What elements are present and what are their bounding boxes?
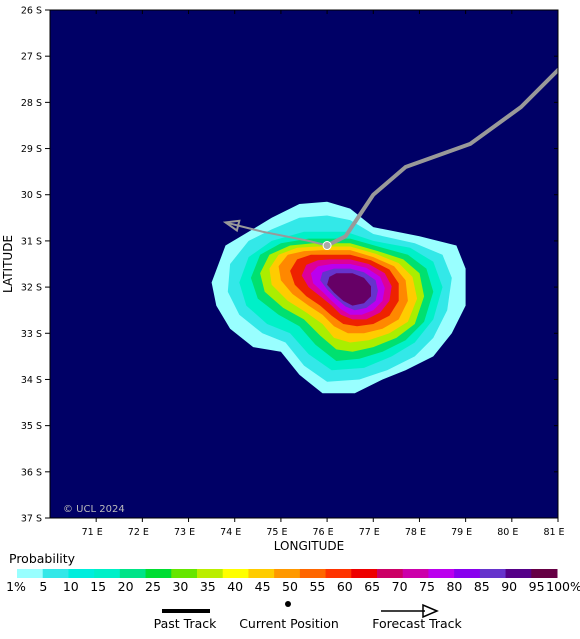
colorbar-label: 65 <box>364 579 380 594</box>
colorbar-swatch <box>42 569 69 578</box>
x-tick-label: 79 E <box>451 527 472 538</box>
colorbar-swatch <box>299 569 327 578</box>
colorbar-swatch <box>351 569 378 578</box>
colorbar-label: 90 <box>501 579 517 594</box>
x-tick-label: 73 E <box>174 527 195 538</box>
x-tick-label: 71 E <box>82 527 103 538</box>
copyright-text: © UCL 2024 <box>63 504 125 515</box>
y-axis-title: LATITUDE <box>1 235 15 293</box>
y-tick-label: 27 S <box>21 52 42 63</box>
past-track-line <box>325 68 558 248</box>
colorbar-swatch <box>325 569 352 578</box>
current-position-marker <box>322 241 332 251</box>
colorbar-swatch <box>94 569 121 578</box>
colorbar-label: 60 <box>337 579 353 594</box>
colorbar-label: 85 <box>474 579 490 594</box>
probability-contour-95 <box>327 273 371 306</box>
colorbar-swatch <box>428 569 455 578</box>
forecast-track-line <box>225 221 328 247</box>
colorbar-swatch <box>479 569 507 578</box>
x-axis-title: LONGITUDE <box>274 539 344 553</box>
forecast-track-label: Forecast Track <box>372 616 462 631</box>
x-axis: 71 E 72 E 73 E 74 E 75 E 76 E 77 E 78 E 79 E 80 E… <box>82 10 565 538</box>
storm-tracks <box>222 68 558 251</box>
probability-field <box>211 201 466 394</box>
y-tick-label: 32 S <box>21 283 42 294</box>
colorbar-label: 5 <box>39 579 47 594</box>
colorbar-label: 1% <box>6 579 26 594</box>
colorbar-label: 80 <box>446 579 462 594</box>
x-tick-label: 72 E <box>128 527 149 538</box>
colorbar-label: 40 <box>227 579 243 594</box>
colorbar-swatch <box>274 569 301 578</box>
y-tick-label: 28 S <box>21 98 42 109</box>
plot-frame <box>49 9 559 519</box>
legend-title: Probability <box>9 551 76 566</box>
probability-colorbar <box>17 569 558 578</box>
y-tick-label: 35 S <box>21 421 42 432</box>
colorbar-swatch <box>248 569 275 578</box>
colorbar-swatch <box>119 569 147 578</box>
colorbar-label: 35 <box>200 579 216 594</box>
colorbar-label: 20 <box>118 579 134 594</box>
colorbar-label: 100% <box>546 579 580 594</box>
colorbar-label: 50 <box>282 579 298 594</box>
colorbar-swatch <box>377 569 404 578</box>
colorbar-swatch <box>68 569 95 578</box>
colorbar-label: 75 <box>419 579 435 594</box>
colorbar-label: 15 <box>90 579 106 594</box>
colorbar-label: 45 <box>255 579 271 594</box>
colorbar-swatch <box>145 569 172 578</box>
colorbar-swatch <box>402 569 429 578</box>
colorbar-label: 30 <box>172 579 188 594</box>
probability-colorbar-labels: 1% 5 10 15 20 25 30 35 40 45 50 55 60 65 70 75 80 85 90 95 1… <box>6 579 580 594</box>
current-position-label: Current Position <box>239 616 339 631</box>
colorbar-swatch <box>454 569 481 578</box>
colorbar-label: 70 <box>392 579 408 594</box>
colorbar-swatch <box>531 569 558 578</box>
y-tick-label: 34 S <box>21 375 42 386</box>
forecast-arrowhead <box>222 219 241 233</box>
x-tick-label: 74 E <box>220 527 241 538</box>
colorbar-label: 25 <box>145 579 161 594</box>
y-tick-label: 31 S <box>21 236 42 247</box>
x-tick-label: 77 E <box>359 527 380 538</box>
y-tick-label: 33 S <box>21 329 42 340</box>
colorbar-swatch <box>505 569 532 578</box>
y-axis: 26 S 27 S 28 S 29 S 30 S 31 S 32 S 33 S 34 S 35 S… <box>21 6 558 525</box>
x-tick-label: 75 E <box>266 527 287 538</box>
colorbar-label: 95 <box>529 579 545 594</box>
colorbar-swatch <box>197 569 224 578</box>
current-position-legend-dot <box>285 601 291 607</box>
x-tick-label: 76 E <box>313 527 334 538</box>
colorbar-swatch <box>171 569 198 578</box>
x-tick-label: 81 E <box>543 527 564 538</box>
forecast-track-legend-arrow <box>422 603 439 619</box>
y-tick-label: 36 S <box>21 467 42 478</box>
colorbar-label: 55 <box>309 579 325 594</box>
x-tick-label: 80 E <box>497 527 518 538</box>
y-tick-label: 37 S <box>21 514 42 525</box>
y-tick-label: 29 S <box>21 144 42 155</box>
colorbar-label: 10 <box>63 579 79 594</box>
y-tick-label: 26 S <box>21 6 42 17</box>
x-tick-label: 78 E <box>405 527 426 538</box>
y-tick-label: 30 S <box>21 190 42 201</box>
colorbar-swatch <box>222 569 249 578</box>
past-track-label: Past Track <box>154 616 217 631</box>
colorbar-swatch <box>17 569 44 578</box>
track-legend: Past Track Current Position Forecast Tra… <box>154 601 463 631</box>
